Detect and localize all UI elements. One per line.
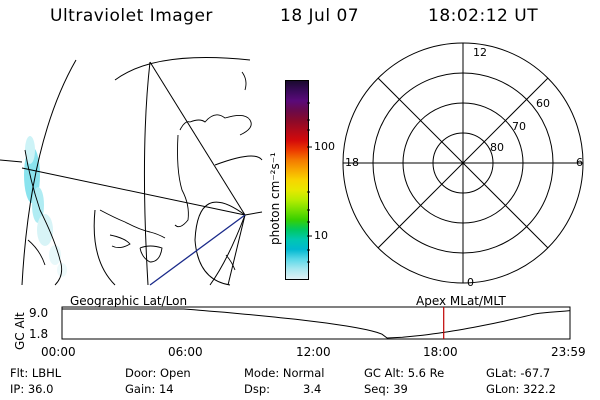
time-label: 18:02:12 UT (428, 6, 539, 26)
instrument-title: Ultraviolet Imager (50, 6, 213, 26)
gc-alt-info: GC Alt: 5.6 Re (364, 366, 445, 380)
altitude-label-top: 9.0 (29, 306, 49, 320)
lat-lon-grid (21, 57, 263, 286)
time-tick-0000: 00:00 (41, 345, 76, 359)
mlt-label-18: 18 (345, 156, 359, 169)
ip-info: IP: 36.0 (10, 382, 54, 396)
colorbar-tick-10: 10 (314, 229, 328, 242)
mlt-label-6: 6 (576, 156, 583, 169)
colorbar-gradient (286, 81, 308, 279)
mlt-label-0: 0 (467, 276, 474, 289)
time-tick-1200: 12:00 (296, 345, 331, 359)
geographic-label: Geographic Lat/Lon (70, 294, 188, 308)
lat-label-80: 80 (490, 141, 504, 154)
lat-label-60: 60 (536, 97, 550, 110)
dsp-info-value: 3.4 (303, 382, 322, 396)
time-tick-1800: 18:00 (423, 345, 458, 359)
filter-info: Flt: LBHL (10, 366, 62, 380)
coastline (24, 71, 252, 286)
glat-info: GLat: -67.7 (486, 366, 551, 380)
satellite-track (149, 214, 246, 286)
mode-info: Mode: Normal (244, 366, 325, 380)
altitude-frame (61, 306, 571, 340)
mlt-label-12: 12 (473, 46, 487, 59)
colorbar (285, 80, 309, 280)
seq-info: Seq: 39 (364, 382, 408, 396)
time-tick-0600: 06:00 (168, 345, 203, 359)
altitude-curve (62, 308, 571, 339)
apex-label: Apex MLat/MLT (416, 294, 506, 308)
gain-info: Gain: 14 (125, 382, 174, 396)
door-info: Door: Open (125, 366, 191, 380)
dsp-info-label: Dsp: (244, 382, 271, 396)
colorbar-tick-100: 100 (314, 140, 335, 153)
lat-label-70: 70 (512, 120, 526, 133)
altitude-label-bottom: 1.8 (29, 327, 49, 341)
glon-info: GLon: 322.2 (486, 382, 556, 396)
time-tick-2359: 23:59 (551, 345, 586, 359)
date-label: 18 Jul 07 (280, 6, 360, 26)
